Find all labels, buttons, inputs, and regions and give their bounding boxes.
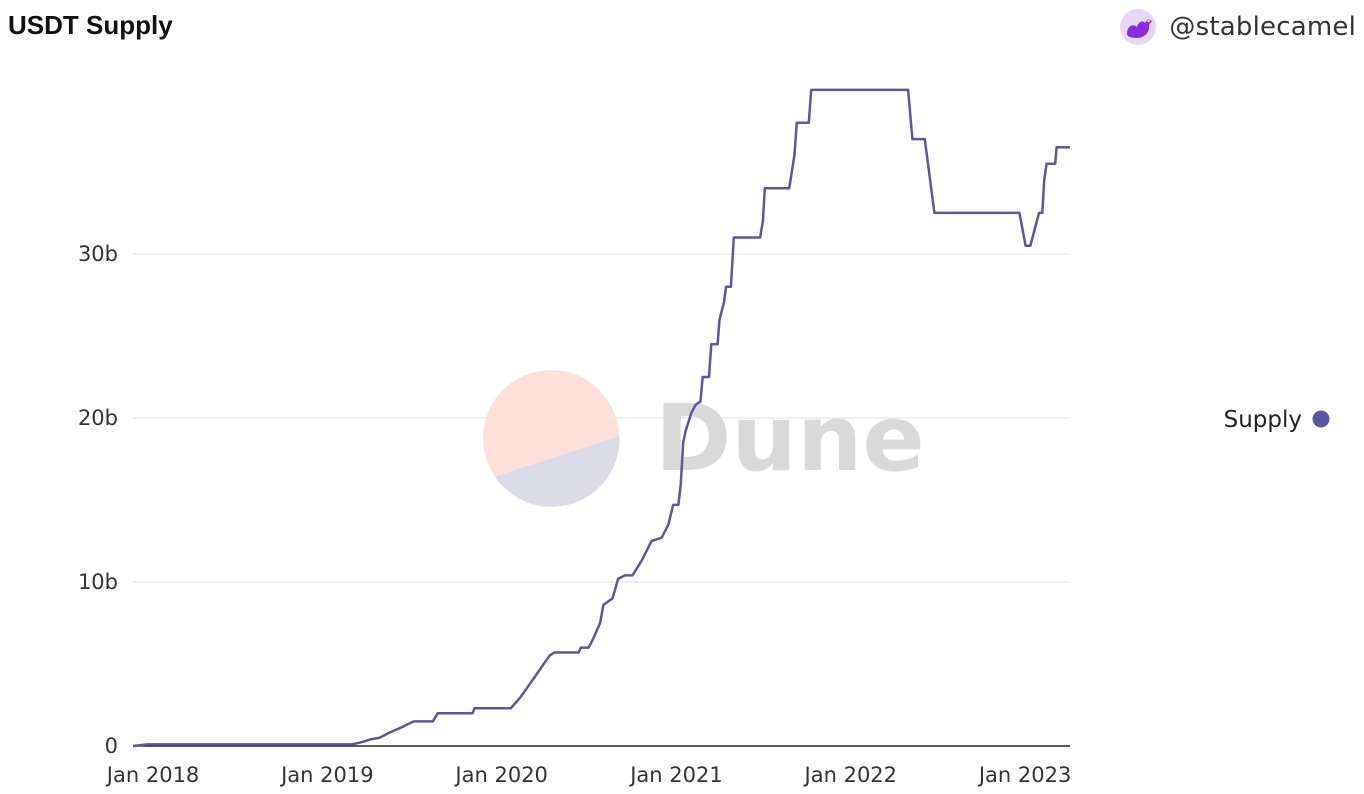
author-name: @stablecamel xyxy=(1169,12,1356,42)
y-tick-label: 20b xyxy=(78,406,118,430)
x-tick-label: Jan 2023 xyxy=(977,763,1072,787)
legend-label: Supply xyxy=(1224,407,1302,433)
chart-title: USDT Supply xyxy=(8,10,173,40)
author-badge[interactable]: @stablecamel xyxy=(1119,8,1356,46)
y-tick-label: 30b xyxy=(78,242,118,266)
y-tick-label: 10b xyxy=(78,570,118,594)
x-tick-label: Jan 2021 xyxy=(628,763,723,787)
series-line-supply xyxy=(132,88,1070,748)
x-tick-label: Jan 2022 xyxy=(803,763,898,787)
series-layer xyxy=(132,88,1070,748)
dune-watermark: Dune xyxy=(483,370,925,507)
legend: Supply xyxy=(1224,407,1330,433)
legend-marker[interactable] xyxy=(1312,410,1330,428)
x-tick-label: Jan 2018 xyxy=(105,763,200,787)
y-tick-label: 0 xyxy=(105,734,118,758)
x-axis: Jan 2018 Jan 2019 Jan 2020 Jan 2021 Jan 2022… xyxy=(105,745,1072,787)
x-tick-label: Jan 2020 xyxy=(453,763,548,787)
x-tick-label: Jan 2019 xyxy=(279,763,374,787)
watermark-text: Dune xyxy=(655,385,925,492)
dune-logo-icon xyxy=(483,370,620,507)
camel-avatar-icon xyxy=(1120,9,1157,45)
y-axis: 0 10b 20b 30b xyxy=(78,242,118,758)
